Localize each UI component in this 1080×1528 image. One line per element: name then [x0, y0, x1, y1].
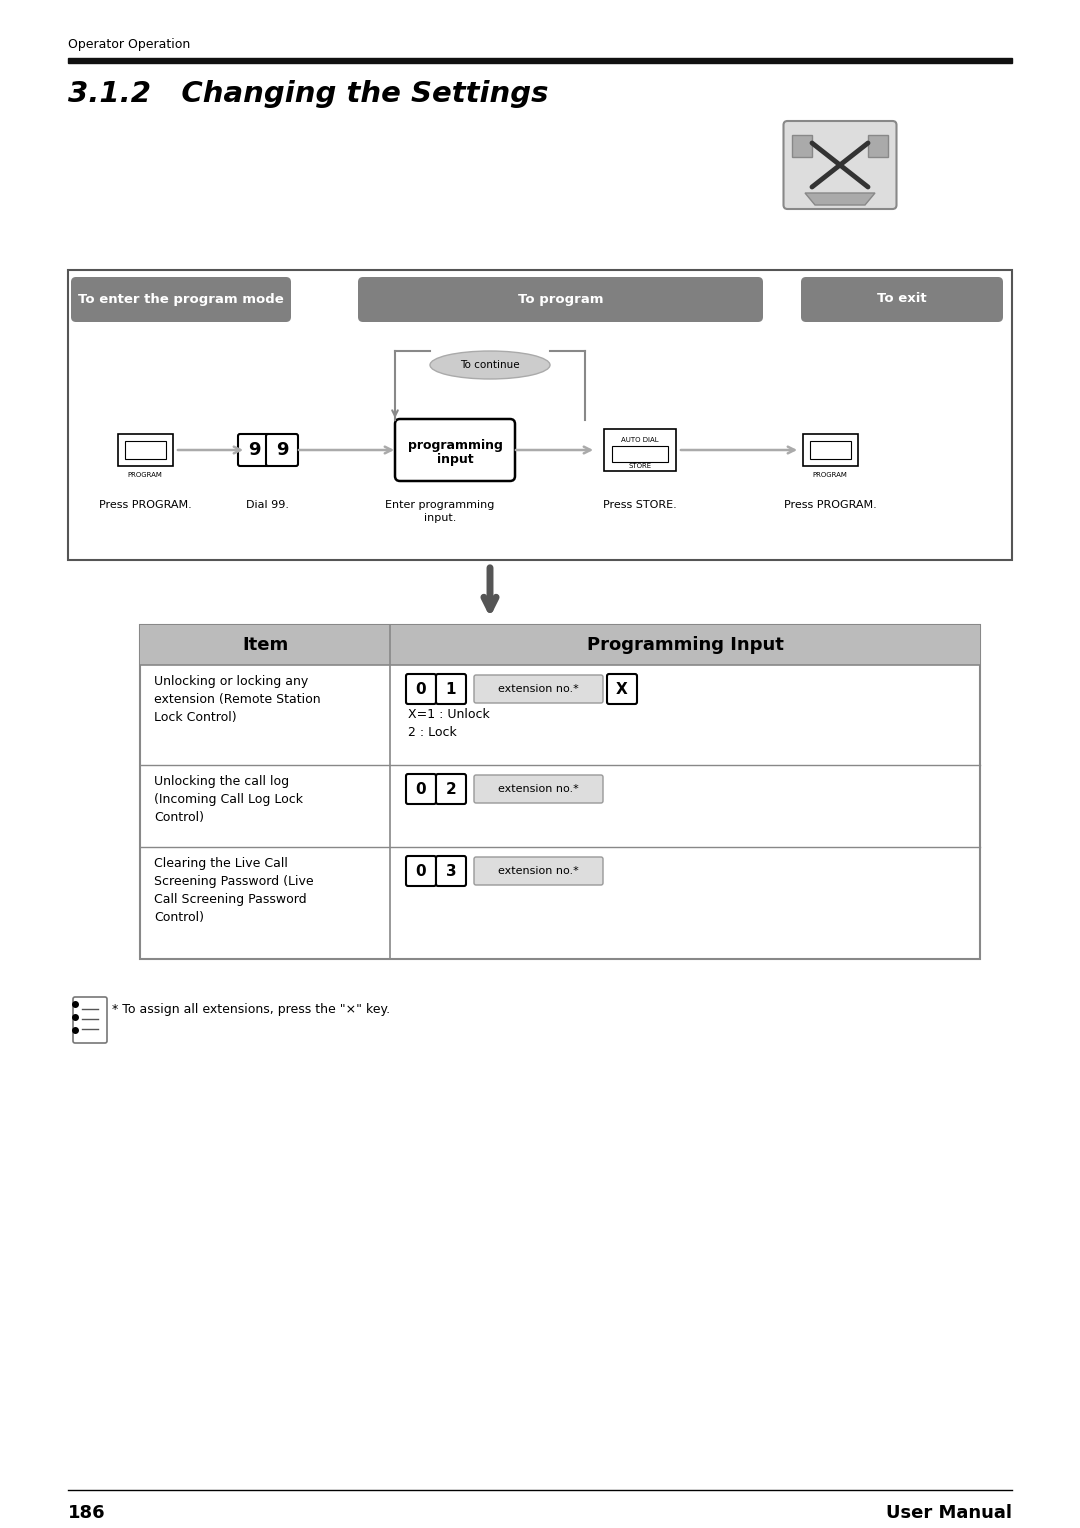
FancyBboxPatch shape [607, 674, 637, 704]
Text: 0: 0 [416, 781, 427, 796]
FancyBboxPatch shape [73, 996, 107, 1044]
Text: PROGRAM: PROGRAM [127, 472, 162, 478]
Polygon shape [805, 193, 875, 205]
FancyBboxPatch shape [406, 674, 436, 704]
Text: 0: 0 [416, 681, 427, 697]
Ellipse shape [430, 351, 550, 379]
Text: PROGRAM: PROGRAM [812, 472, 848, 478]
FancyBboxPatch shape [783, 121, 896, 209]
Bar [68, 58, 1012, 63]
Text: Enter programming
input.: Enter programming input. [386, 500, 495, 523]
FancyBboxPatch shape [436, 856, 465, 886]
FancyBboxPatch shape [801, 277, 1003, 322]
FancyBboxPatch shape [612, 446, 669, 461]
FancyBboxPatch shape [436, 775, 465, 804]
Text: extension no.*: extension no.* [498, 784, 579, 795]
FancyBboxPatch shape [802, 434, 858, 466]
Text: input: input [436, 452, 473, 466]
Text: AUTO DIAL: AUTO DIAL [621, 437, 659, 443]
Text: Press PROGRAM.: Press PROGRAM. [784, 500, 876, 510]
FancyBboxPatch shape [124, 442, 165, 458]
FancyBboxPatch shape [406, 856, 436, 886]
FancyBboxPatch shape [474, 675, 603, 703]
FancyBboxPatch shape [436, 674, 465, 704]
Polygon shape [868, 134, 888, 157]
FancyBboxPatch shape [238, 434, 270, 466]
FancyBboxPatch shape [68, 270, 1012, 559]
FancyBboxPatch shape [474, 857, 603, 885]
FancyBboxPatch shape [474, 775, 603, 804]
Text: Programming Input: Programming Input [586, 636, 783, 654]
Text: programming: programming [407, 439, 502, 451]
FancyBboxPatch shape [71, 277, 291, 322]
Text: 3.1.2   Changing the Settings: 3.1.2 Changing the Settings [68, 79, 549, 108]
Text: extension no.*: extension no.* [498, 685, 579, 694]
FancyBboxPatch shape [140, 625, 980, 960]
Text: * To assign all extensions, press the "×" key.: * To assign all extensions, press the "×… [112, 1002, 390, 1016]
Text: To exit: To exit [877, 292, 927, 306]
Text: Item: Item [242, 636, 288, 654]
Text: To enter the program mode: To enter the program mode [78, 292, 284, 306]
Polygon shape [792, 134, 812, 157]
Text: Operator Operation: Operator Operation [68, 38, 190, 50]
FancyBboxPatch shape [810, 442, 851, 458]
Text: Unlocking the call log
(Incoming Call Log Lock
Control): Unlocking the call log (Incoming Call Lo… [154, 775, 303, 824]
FancyBboxPatch shape [266, 434, 298, 466]
FancyBboxPatch shape [604, 429, 676, 471]
Text: X: X [616, 681, 627, 697]
FancyBboxPatch shape [140, 625, 980, 665]
Text: 3: 3 [446, 863, 457, 879]
Text: 1: 1 [446, 681, 456, 697]
Text: Unlocking or locking any
extension (Remote Station
Lock Control): Unlocking or locking any extension (Remo… [154, 675, 321, 724]
FancyBboxPatch shape [395, 419, 515, 481]
Text: X=1 : Unlock
2 : Lock: X=1 : Unlock 2 : Lock [408, 707, 489, 740]
Text: Dial 99.: Dial 99. [246, 500, 289, 510]
Text: Press STORE.: Press STORE. [603, 500, 677, 510]
Text: User Manual: User Manual [886, 1504, 1012, 1522]
Text: 0: 0 [416, 863, 427, 879]
Text: To program: To program [517, 292, 604, 306]
FancyBboxPatch shape [357, 277, 762, 322]
Text: extension no.*: extension no.* [498, 866, 579, 876]
Text: 9: 9 [247, 442, 260, 458]
Text: Clearing the Live Call
Screening Password (Live
Call Screening Password
Control): Clearing the Live Call Screening Passwor… [154, 857, 313, 924]
Text: 9: 9 [275, 442, 288, 458]
Text: 2: 2 [446, 781, 457, 796]
FancyBboxPatch shape [118, 434, 173, 466]
Text: Press PROGRAM.: Press PROGRAM. [98, 500, 191, 510]
Text: 186: 186 [68, 1504, 106, 1522]
FancyBboxPatch shape [406, 775, 436, 804]
Text: To continue: To continue [460, 361, 519, 370]
Text: STORE: STORE [629, 463, 651, 469]
